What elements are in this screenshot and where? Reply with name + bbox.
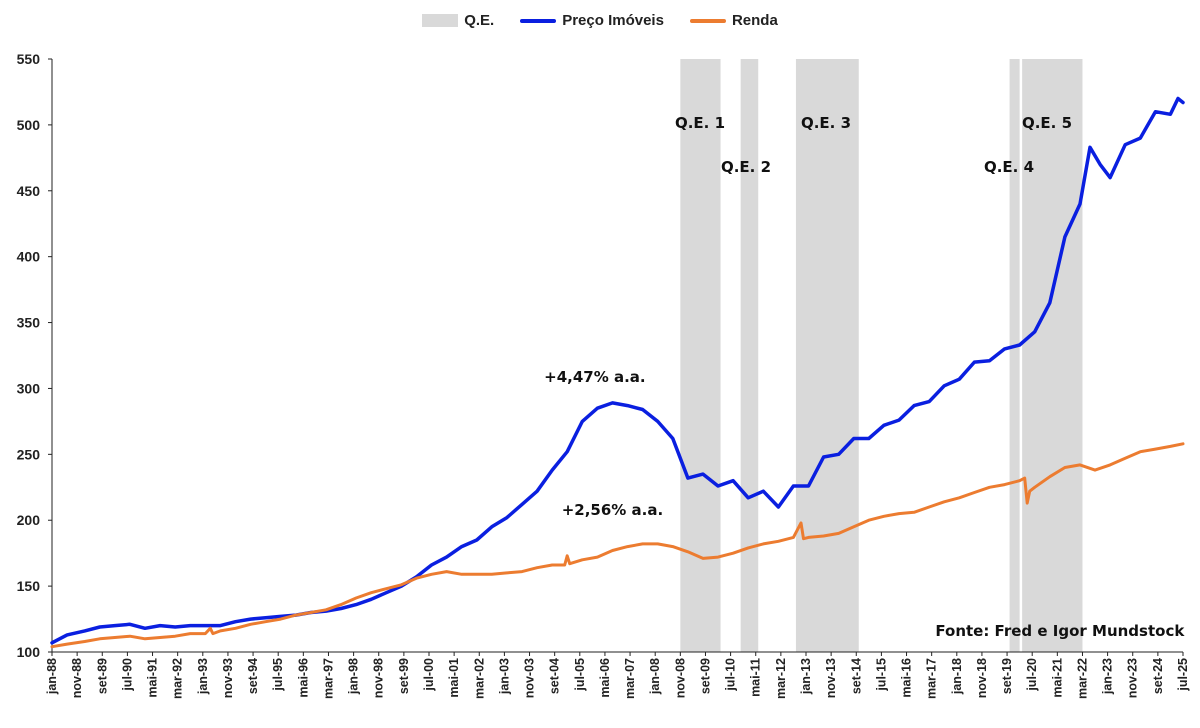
x-tick-label: mar-97 — [321, 658, 335, 699]
x-tick-label: set-19 — [1000, 658, 1014, 694]
x-tick-label: nov-13 — [824, 658, 838, 698]
x-tick-label: mai-16 — [900, 658, 914, 698]
qe-label: Q.E. 3 — [801, 114, 851, 132]
x-tick-label: mar-12 — [774, 658, 788, 699]
qe-bands — [680, 59, 1083, 652]
x-tick-label: set-94 — [246, 658, 260, 694]
x-tick-label: nov-03 — [523, 658, 537, 698]
x-tick-label: set-89 — [95, 658, 109, 694]
x-tick-label: mai-01 — [447, 658, 461, 698]
x-tick-label: mai-21 — [1050, 658, 1064, 698]
qe-band — [1022, 59, 1083, 652]
y-tick-label: 450 — [17, 183, 41, 199]
price-series-line — [50, 96, 1185, 645]
x-tick-label: jul-95 — [271, 658, 285, 692]
x-tick-label: jan-88 — [45, 658, 59, 695]
growth-annotation: +2,56% a.a. — [562, 501, 663, 519]
x-tick-label: mai-96 — [296, 658, 310, 698]
qe-band — [795, 59, 859, 652]
x-tick-label: mar-92 — [171, 658, 185, 699]
legend-price-label: Preço Imóveis — [562, 12, 664, 29]
x-tick-label: jan-93 — [196, 658, 210, 695]
legend-item-price: Preço Imóveis — [520, 12, 664, 29]
y-tick-label: 300 — [17, 380, 41, 396]
x-tick-label: jul-15 — [874, 658, 888, 692]
source-note: Fonte: Fred e Igor Mundstock — [935, 622, 1185, 640]
y-tick-label: 400 — [17, 249, 41, 265]
y-tick-label: 500 — [17, 117, 41, 133]
x-tick-label: jan-08 — [648, 658, 662, 695]
qe-band — [1009, 59, 1020, 652]
legend-item-qe: Q.E. — [422, 12, 494, 29]
y-tick-label: 350 — [17, 315, 41, 331]
qe-label: Q.E. 5 — [1022, 114, 1072, 132]
x-tick-label: set-09 — [698, 658, 712, 694]
y-tick-label: 100 — [17, 644, 41, 660]
x-tick-label: set-14 — [849, 658, 863, 694]
y-tick-label: 150 — [17, 578, 41, 594]
qe-swatch-icon — [422, 14, 459, 27]
x-tick-label: nov-98 — [372, 658, 386, 698]
x-tick-label: set-04 — [548, 658, 562, 694]
y-tick-label: 250 — [17, 446, 41, 462]
income-line-swatch-icon — [689, 18, 726, 23]
x-tick-label: mai-11 — [749, 658, 763, 697]
x-tick-label: jul-25 — [1176, 658, 1190, 692]
qe-band — [680, 59, 721, 652]
x-tick-label: set-24 — [1151, 658, 1165, 694]
x-tick-label: jul-10 — [724, 658, 738, 692]
legend-qe-label: Q.E. — [464, 12, 495, 29]
y-tick-label: 550 — [17, 51, 41, 67]
qe-label: Q.E. 2 — [721, 158, 771, 176]
x-tick-label: jan-03 — [497, 658, 511, 695]
legend-item-income: Renda — [689, 12, 778, 29]
x-tick-label: nov-23 — [1126, 658, 1140, 698]
x-tick-label: set-99 — [397, 658, 411, 694]
x-tick-label: mai-06 — [598, 658, 612, 698]
x-tick-label: nov-18 — [975, 658, 989, 698]
x-tick-label: mar-02 — [472, 658, 486, 699]
growth-annotation: +4,47% a.a. — [544, 368, 645, 386]
x-tick-label: jan-98 — [347, 658, 361, 695]
x-tick-label: mar-22 — [1075, 658, 1089, 699]
income-series-line — [50, 442, 1185, 649]
x-tick-label: jul-90 — [120, 658, 134, 692]
x-tick-label: nov-93 — [221, 658, 235, 698]
axes: 100 150 200 250 300 350 400 450 500 550 jan-88 nov-… — [17, 51, 1190, 699]
x-tick-label: jul-00 — [422, 658, 436, 692]
qe-band — [740, 59, 759, 652]
x-tick-label: nov-88 — [70, 658, 84, 698]
x-tick-label: jan-13 — [799, 658, 813, 695]
series-lines — [50, 96, 1185, 649]
x-tick-label: jul-05 — [573, 658, 587, 692]
x-tick-label: nov-08 — [673, 658, 687, 698]
annotations: Q.E. 1 Q.E. 2 Q.E. 3 Q.E. 4 Q.E. 5 +4,47% a.a… — [544, 114, 1185, 640]
price-line-swatch-icon — [520, 18, 557, 23]
chart-legend: Q.E. Preço Imóveis Renda — [0, 12, 1200, 29]
x-tick-label: jan-18 — [950, 658, 964, 695]
x-tick-label: mar-17 — [925, 658, 939, 699]
x-tick-label: mai-91 — [146, 658, 160, 698]
x-tick-label: jan-23 — [1101, 658, 1115, 695]
legend-income-label: Renda — [731, 12, 778, 29]
qe-label: Q.E. 4 — [984, 158, 1034, 176]
y-tick-label: 200 — [17, 512, 41, 528]
qe-label: Q.E. 1 — [675, 114, 725, 132]
x-tick-label: jul-20 — [1025, 658, 1039, 692]
x-tick-label: mar-07 — [623, 658, 637, 699]
